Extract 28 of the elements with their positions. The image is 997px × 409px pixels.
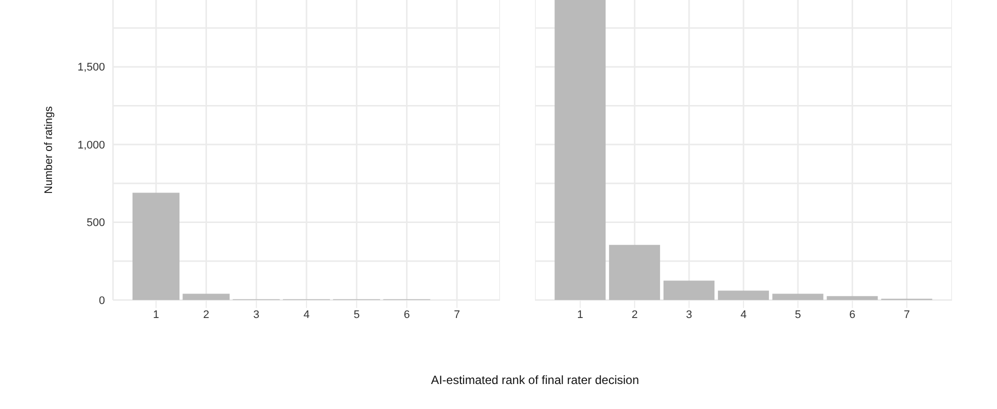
x-tick-label: 2 — [632, 308, 638, 321]
y-tick-label: 0 — [98, 294, 105, 307]
bar — [772, 294, 824, 300]
x-tick-label: 1 — [577, 308, 584, 321]
x-axis-title: AI-estimated rank of final rater decision — [430, 373, 640, 387]
y-tick-label: 1,000 — [77, 139, 105, 152]
bar — [718, 290, 769, 300]
x-tick-label: 3 — [253, 308, 260, 321]
x-tick-label: 2 — [203, 308, 210, 321]
y-tick-label: 500 — [86, 217, 105, 230]
bar — [609, 244, 660, 300]
x-tick-label: 5 — [794, 308, 801, 321]
x-tick-label: 4 — [740, 308, 747, 321]
x-tick-label: 1 — [153, 308, 160, 321]
y-axis-title: Number of ratings — [42, 106, 55, 194]
bar — [554, 0, 606, 300]
x-tick-label: 7 — [904, 308, 910, 321]
x-tick-label: 6 — [849, 308, 856, 321]
bar — [663, 280, 714, 300]
x-tick-label: 3 — [686, 308, 692, 321]
bar — [182, 294, 230, 300]
bar — [132, 192, 180, 300]
x-tick-label: 4 — [303, 308, 310, 321]
x-tick-label: 6 — [404, 308, 410, 321]
y-tick-label: 1,500 — [77, 62, 105, 74]
bar — [826, 296, 878, 300]
x-tick-label: 7 — [454, 308, 460, 321]
x-tick-label: 5 — [354, 308, 360, 321]
